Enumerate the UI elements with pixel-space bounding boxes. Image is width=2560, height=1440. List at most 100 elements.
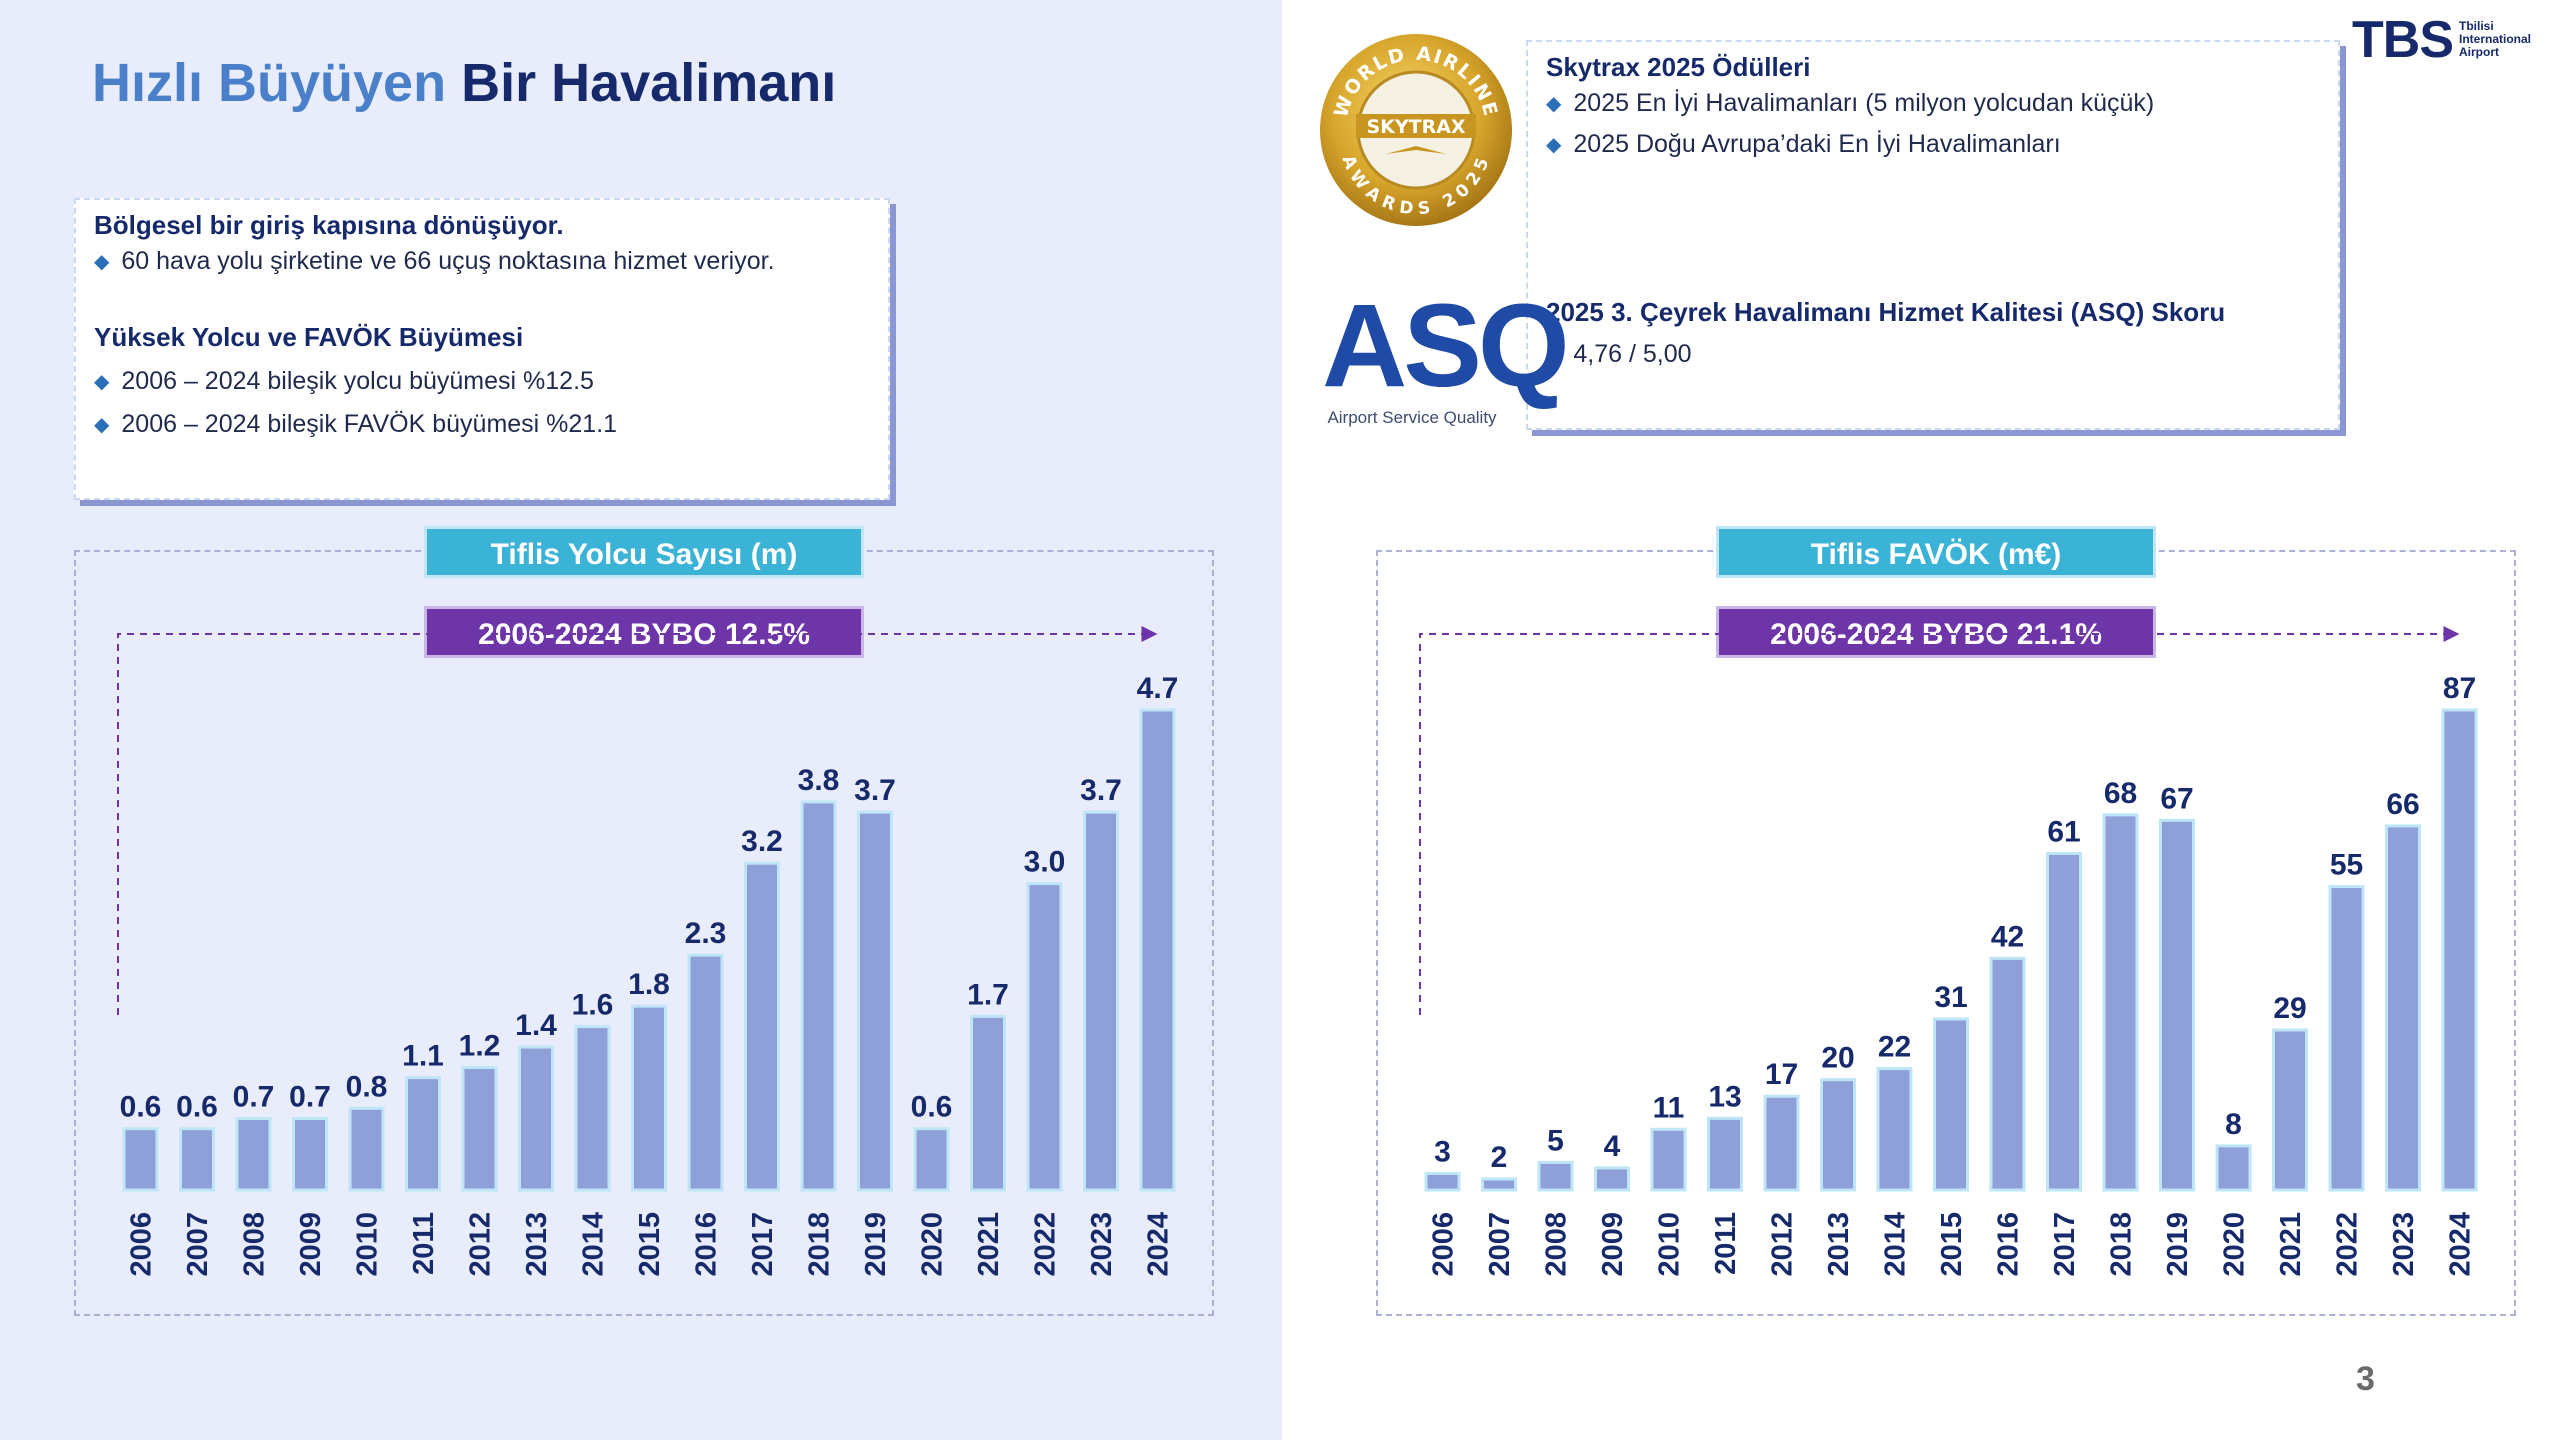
ebitda-bar bbox=[1989, 956, 2026, 1192]
passenger-year-label: 2024 bbox=[1143, 1212, 1175, 1277]
passenger-value-label: 0.6 bbox=[176, 1091, 218, 1124]
passenger-value-label: 1.1 bbox=[402, 1040, 444, 1073]
passenger-year-label: 2012 bbox=[465, 1212, 497, 1277]
asq-logo-subtitle: Airport Service Quality bbox=[1327, 408, 1497, 427]
passenger-bar bbox=[800, 800, 837, 1192]
passenger-year-label: 2006 bbox=[126, 1212, 158, 1277]
ebitda-year-label: 2012 bbox=[1767, 1212, 1799, 1277]
ebitda-bar bbox=[2102, 813, 2139, 1192]
passenger-value-label: 0.7 bbox=[233, 1081, 275, 1114]
info-bullet-text: 2006 – 2024 bileşik FAVÖK büyümesi %21.1 bbox=[121, 410, 618, 438]
passenger-value-label: 1.4 bbox=[515, 1009, 557, 1042]
ebitda-value-label: 29 bbox=[2273, 992, 2306, 1025]
ebitda-chart-title: Tiflis FAVÖK (m€) bbox=[1716, 526, 2156, 578]
diamond-bullet-icon: ◆ bbox=[1546, 344, 1562, 366]
ebitda-cagr-label: 2006-2024 BYBO 21.1% bbox=[1716, 606, 2156, 658]
ebitda-bar bbox=[1820, 1078, 1856, 1192]
awards-bullet-text: 4,76 / 5,00 bbox=[1573, 340, 1692, 368]
passenger-value-label: 4.7 bbox=[1137, 672, 1179, 705]
passenger-bar bbox=[631, 1004, 667, 1192]
ebitda-year-label: 2014 bbox=[1880, 1212, 1912, 1277]
passenger-year-label: 2009 bbox=[295, 1212, 327, 1277]
info-bullet-text: 60 hava yolu şirketine ve 66 uçuş noktas… bbox=[121, 247, 775, 275]
ebitda-bar bbox=[1594, 1166, 1630, 1192]
ebitda-year-label: 2008 bbox=[1541, 1212, 1573, 1277]
passenger-year-label: 2013 bbox=[521, 1212, 553, 1277]
ebitda-year-label: 2015 bbox=[1936, 1212, 1968, 1277]
ebitda-year-label: 2007 bbox=[1484, 1212, 1516, 1277]
passenger-bar bbox=[518, 1045, 554, 1192]
ebitda-year-label: 2006 bbox=[1428, 1212, 1460, 1277]
awards-bullet: ◆ 2025 Doğu Avrupa’daki En İyi Havaliman… bbox=[1546, 130, 2320, 159]
ebitda-year-label: 2016 bbox=[1993, 1212, 2025, 1277]
passenger-bar bbox=[1083, 810, 1119, 1192]
page-title: Hızlı Büyüyen Bir Havalimanı bbox=[92, 52, 836, 114]
ebitda-value-label: 61 bbox=[2047, 815, 2080, 848]
ebitda-value-label: 5 bbox=[1547, 1124, 1564, 1157]
awards-card: Skytrax 2025 Ödülleri ◆ 2025 En İyi Hava… bbox=[1526, 40, 2340, 430]
ebitda-value-label: 42 bbox=[1991, 920, 2024, 953]
diamond-bullet-icon: ◆ bbox=[94, 371, 110, 393]
diamond-bullet-icon: ◆ bbox=[94, 251, 110, 273]
passenger-value-label: 2.3 bbox=[685, 917, 727, 950]
ebitda-value-label: 66 bbox=[2386, 788, 2419, 821]
ebitda-bar bbox=[2159, 818, 2195, 1192]
passenger-year-label: 2021 bbox=[973, 1212, 1005, 1277]
passenger-value-label: 3.7 bbox=[1080, 774, 1122, 807]
passenger-value-label: 0.6 bbox=[120, 1091, 162, 1124]
ebitda-bar bbox=[2385, 824, 2421, 1192]
ebitda-bar bbox=[1707, 1116, 1743, 1192]
passenger-year-label: 2023 bbox=[1086, 1212, 1118, 1277]
ebitda-value-label: 31 bbox=[1934, 981, 1967, 1014]
passenger-chart-title: Tiflis Yolcu Sayısı (m) bbox=[424, 526, 864, 578]
passenger-bar bbox=[179, 1127, 215, 1192]
passenger-year-label: 2022 bbox=[1030, 1212, 1062, 1277]
ebitda-year-label: 2020 bbox=[2219, 1212, 2251, 1277]
passenger-year-label: 2015 bbox=[634, 1212, 666, 1277]
passenger-year-label: 2014 bbox=[578, 1212, 610, 1277]
ebitda-value-label: 55 bbox=[2330, 849, 2363, 882]
ebitda-year-label: 2010 bbox=[1654, 1212, 1686, 1277]
ebitda-bar bbox=[1481, 1177, 1517, 1192]
ebitda-value-label: 8 bbox=[2225, 1108, 2242, 1141]
badge-wings-icon bbox=[1386, 146, 1446, 154]
skytrax-award-badge: WORLD AIRLINE AWARDS 2025 SKYTRAX bbox=[1320, 34, 1512, 226]
passenger-cagr-arrow bbox=[117, 626, 1158, 1015]
awards-bullet: ◆ 2025 En İyi Havalimanları (5 milyon yo… bbox=[1546, 89, 2320, 118]
passenger-year-label: 2017 bbox=[747, 1212, 779, 1277]
diamond-bullet-icon: ◆ bbox=[94, 414, 110, 436]
passenger-value-label: 1.6 bbox=[572, 989, 614, 1022]
ebitda-value-label: 17 bbox=[1765, 1058, 1798, 1091]
passenger-value-label: 1.7 bbox=[967, 978, 1009, 1011]
badge-brand-text: SKYTRAX bbox=[1366, 116, 1465, 138]
awards-bullet: ◆ 4,76 / 5,00 bbox=[1546, 340, 2320, 369]
ebitda-value-label: 13 bbox=[1708, 1080, 1741, 1113]
awards-bullet-text: 2025 En İyi Havalimanları (5 milyon yolc… bbox=[1573, 89, 2155, 117]
info-bullet-text: 2006 – 2024 bileşik yolcu büyümesi %12.5 bbox=[121, 367, 594, 395]
arrowhead-icon bbox=[2443, 626, 2460, 642]
tbs-logo-subtitle: Tbilisi International Airport bbox=[2459, 19, 2532, 59]
ebitda-value-label: 87 bbox=[2443, 672, 2476, 705]
passenger-bar bbox=[687, 953, 724, 1192]
passenger-bar bbox=[405, 1076, 441, 1192]
passenger-year-label: 2016 bbox=[691, 1212, 723, 1277]
info-card: Bölgesel bir giriş kapısına dönüşüyor. ◆… bbox=[74, 198, 890, 500]
diamond-bullet-icon: ◆ bbox=[1546, 134, 1562, 156]
ebitda-bar bbox=[1424, 1171, 1461, 1192]
passenger-bar bbox=[292, 1117, 328, 1192]
ebitda-value-label: 22 bbox=[1878, 1031, 1911, 1064]
ebitda-value-label: 2 bbox=[1491, 1141, 1508, 1174]
ebitda-year-label: 2018 bbox=[2106, 1212, 2138, 1277]
ebitda-bar bbox=[2046, 851, 2082, 1192]
ebitda-value-label: 20 bbox=[1821, 1042, 1854, 1075]
ebitda-bar bbox=[2328, 885, 2365, 1192]
ebitda-value-label: 68 bbox=[2104, 777, 2137, 810]
passenger-year-label: 2011 bbox=[408, 1212, 440, 1275]
ebitda-year-label: 2023 bbox=[2388, 1212, 2420, 1277]
ebitda-value-label: 3 bbox=[1434, 1135, 1451, 1168]
ebitda-year-label: 2021 bbox=[2275, 1212, 2307, 1277]
asq-logo-mark: ASQ bbox=[1322, 280, 1570, 412]
passenger-year-label: 2020 bbox=[917, 1212, 949, 1277]
ebitda-bar bbox=[1537, 1160, 1574, 1192]
awards-heading-asq: 2025 3. Çeyrek Havalimanı Hizmet Kalites… bbox=[1546, 297, 2226, 327]
